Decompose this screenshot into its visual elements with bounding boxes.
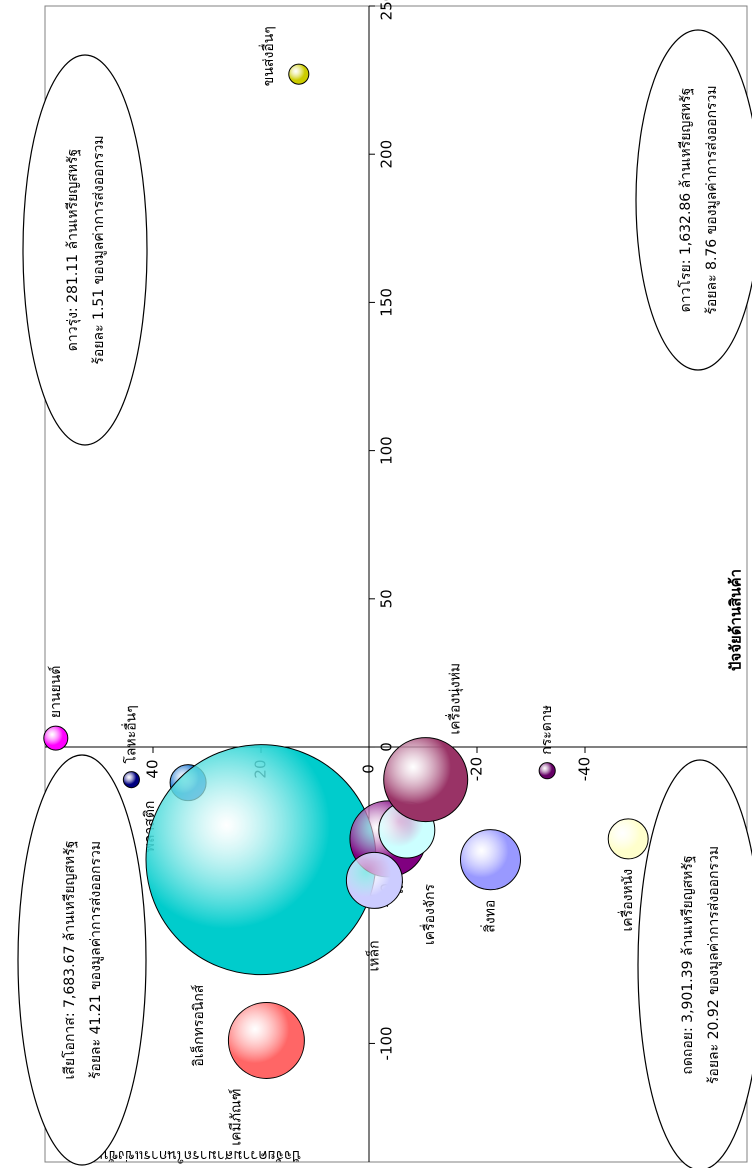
bubble-label: ขนส่งอื่นๆ: [259, 26, 277, 86]
annotation-text: ดาวโรย: 1,632.86 ล้านเหรียญสหรัฐ: [677, 88, 694, 313]
bubble: [459, 829, 522, 891]
plot-frame: [44, 5, 748, 1163]
bubble: [227, 1001, 305, 1079]
annotation-ellipse: [635, 29, 752, 371]
annotation-ellipse: [637, 759, 752, 1168]
x-tick-label: 50: [378, 589, 396, 608]
annotation-text: ร้อยละ 8.76 ของมูลค่าการส่งออกรวม: [704, 85, 720, 314]
x-tick-label: 200: [378, 140, 396, 169]
bubble-label: โลหะอื่นๆ: [121, 705, 139, 763]
annotation-ellipse: [22, 54, 148, 446]
y-tick-label: 0: [360, 764, 378, 774]
x-tick-label: 150: [378, 288, 396, 317]
annotation-ellipse: [17, 754, 147, 1166]
bubble: [607, 818, 649, 860]
annotation-text: ร้อยละ 20.92 ของมูลค่าการส่งออกรวม: [706, 846, 722, 1084]
bubble-label: เหล็ก: [364, 940, 382, 971]
y-tick-label: 40: [144, 759, 162, 778]
bubble: [288, 63, 310, 85]
bubble-label: ยานยนต์: [47, 666, 64, 719]
annotation-text: ถดถอย: 3,901.39 ล้านเหรียญสหรัฐ: [680, 855, 696, 1074]
bubble-label: เครื่องจักร: [420, 883, 438, 945]
annotation-text: เสียโอกาส: 7,683.67 ล้านเหรียญสหรัฐ: [61, 841, 78, 1080]
annotation-text: ร้อยละ 41.21 ของมูลค่าการส่งออกรวม: [88, 841, 104, 1079]
annotation-text: ดาวรุ่ง: 281.11 ล้านเหรียญสหรัฐ: [65, 149, 81, 351]
bubble-label: เคมีภัณฑ์: [227, 1088, 244, 1145]
y-axis-title: ปัจจัยความสามารถในการแข่งขัน: [99, 1147, 302, 1164]
bubble: [122, 771, 140, 789]
x-tick-label: 100: [378, 436, 396, 465]
bubble-label: อิเล็กทรอนิกส์: [189, 984, 207, 1066]
y-tick-label: -40: [576, 757, 594, 782]
bubble: [538, 762, 556, 780]
annotation-text: ร้อยละ 1.51 ของมูลค่าการส่งออกรวม: [91, 135, 107, 364]
bubble: [145, 744, 377, 976]
x-tick-label: 0: [378, 742, 396, 752]
bubble-label: สิ่งทอ: [481, 900, 499, 933]
x-tick-label: -100: [378, 1026, 396, 1060]
bubble: [383, 737, 469, 823]
bubble-label: เครื่องนุ่งห่ม: [446, 663, 464, 735]
y-tick-label: -20: [468, 757, 486, 782]
bubble-label: กระดาษ: [539, 705, 555, 755]
bubble: [345, 851, 403, 909]
x-axis-title: ปัจจัยด้านสินค้า: [727, 569, 745, 671]
x-tick-label: 250: [378, 0, 396, 20]
bubble-label: เครื่องหนัง: [618, 869, 636, 932]
bubble: [43, 725, 69, 751]
